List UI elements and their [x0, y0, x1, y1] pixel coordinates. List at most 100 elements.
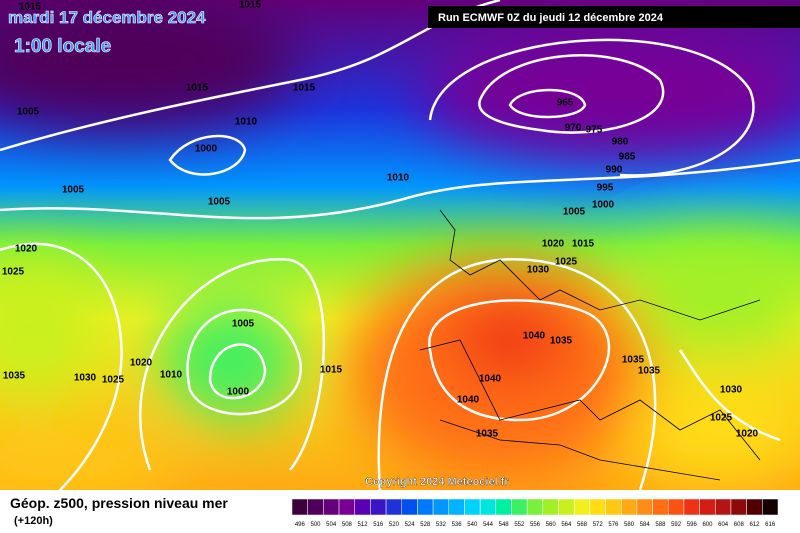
isobar-label: 975 [586, 125, 603, 136]
isobar-label: 1040 [523, 331, 546, 342]
isobar-label: 1025 [555, 257, 578, 268]
isobar-label: 1040 [479, 374, 502, 385]
isobar-label: 1000 [227, 387, 250, 398]
isobar-label: 1025 [710, 413, 733, 424]
colorbar-label: 580 [624, 522, 635, 528]
colorbar-swatch [511, 498, 528, 516]
colorbar-label: 596 [687, 522, 698, 528]
colorbar-swatch [526, 498, 544, 516]
colorbar-label: 556 [530, 522, 541, 528]
colorbar-label: 552 [514, 522, 525, 528]
colorbar-swatch [495, 498, 512, 516]
colorbar-swatch [746, 498, 763, 516]
isobar-label: 1035 [550, 336, 573, 347]
colorbar-label: 616 [765, 522, 776, 528]
isobar-label: 1010 [387, 173, 410, 184]
colorbar-label: 608 [734, 522, 745, 528]
isobar-label: 1035 [476, 429, 499, 440]
colorbar-label: 544 [483, 522, 494, 528]
colorbar-swatch [338, 498, 355, 516]
colorbar-label: 572 [593, 522, 604, 528]
colorbar-label: 600 [702, 522, 713, 528]
colorbar-swatch [762, 498, 779, 516]
colorbar-swatch [354, 498, 371, 516]
colorbar-swatch [699, 498, 716, 516]
isobar-label: 985 [619, 152, 636, 163]
isobar-label: 1030 [720, 385, 743, 396]
colorbar-label: 496 [295, 522, 306, 528]
colorbar-swatch [636, 498, 653, 516]
colorbar-swatch [542, 498, 559, 516]
field [0, 0, 800, 490]
colorbar-label: 612 [749, 522, 760, 528]
colorbar-label: 548 [499, 522, 510, 528]
coastlines [419, 209, 761, 481]
colorbar-swatch [385, 498, 402, 516]
colorbar-swatch [558, 498, 575, 516]
colorbar-swatch [683, 498, 700, 516]
colorbar-swatch [432, 498, 450, 516]
colorbar-swatch [448, 498, 465, 516]
colorbar-label: 516 [373, 522, 384, 528]
colorbar-swatch [589, 498, 606, 516]
isobar-label: 1005 [62, 185, 85, 196]
isobar-label: 1005 [17, 107, 40, 118]
colorbar-label: 520 [389, 522, 400, 528]
colorbar: 496 500 504 508 512 516 520 524 528 532 536 540 544 5… [291, 498, 779, 528]
isobar-label: 1010 [235, 117, 258, 128]
isobar-label: 1015 [572, 239, 595, 250]
colorbar-label: 512 [358, 522, 369, 528]
colorbar-label: 528 [420, 522, 431, 528]
colorbar-swatch [307, 498, 324, 516]
isobar-label: 1000 [195, 144, 218, 155]
footer-lead: (+120h) [14, 515, 53, 527]
colorbar-swatch [730, 498, 747, 516]
colorbar-label: 504 [326, 522, 337, 528]
colorbar-label: 524 [405, 522, 416, 528]
colorbar-swatch [573, 498, 591, 516]
isobar-label: 1020 [15, 244, 38, 255]
isobar-label: 1025 [102, 375, 125, 386]
isobar-label: 1030 [74, 373, 97, 384]
colorbar-label: 560 [546, 522, 557, 528]
colorbar-swatch [605, 498, 622, 516]
colorbar-label: 500 [311, 522, 322, 528]
colorbar-swatch [479, 498, 497, 516]
isobar-label: 1005 [563, 207, 586, 218]
isobar-label: 1020 [736, 429, 759, 440]
colorbar-label: 564 [561, 522, 572, 528]
isobar-label: 970 [565, 123, 582, 134]
isobar-label: 995 [597, 183, 614, 194]
isobar-label: 1035 [638, 366, 661, 377]
isobar-label: 1010 [160, 370, 183, 381]
run-info: Run ECMWF 0Z du jeudi 12 décembre 2024 [438, 12, 664, 24]
colorbar-label: 540 [467, 522, 478, 528]
local-time: 1:00 locale [14, 36, 111, 57]
date: mardi 17 décembre 2024 [8, 8, 206, 27]
isobar-label: 1015 [293, 83, 316, 94]
isobar-label: 1015 [186, 83, 209, 94]
isobar-label: 1000 [592, 200, 615, 211]
colorbar-swatch [715, 498, 732, 516]
colorbar-swatch [291, 498, 308, 516]
isobar-label: 1005 [208, 197, 231, 208]
run-box [428, 6, 800, 28]
colorbar-swatch [668, 498, 685, 516]
isobar-label: 1015 [320, 365, 343, 376]
isobar-label: 1030 [527, 265, 550, 276]
isobar-label: 1015 [19, 2, 42, 13]
colorbar-swatch [620, 498, 638, 516]
isobar-label: 965 [557, 98, 574, 109]
colorbar-swatch [464, 498, 481, 516]
colorbar-swatch [401, 498, 418, 516]
isobar-label: 1025 [2, 267, 25, 278]
isobar-label: 1015 [239, 0, 262, 11]
colorbar-swatch [417, 498, 434, 516]
colorbar-label: 508 [342, 522, 353, 528]
colorbar-swatch [652, 498, 669, 516]
isobar-label: 1040 [457, 395, 480, 406]
colorbar-label: 584 [640, 522, 651, 528]
isobar-label: 1005 [232, 319, 255, 330]
